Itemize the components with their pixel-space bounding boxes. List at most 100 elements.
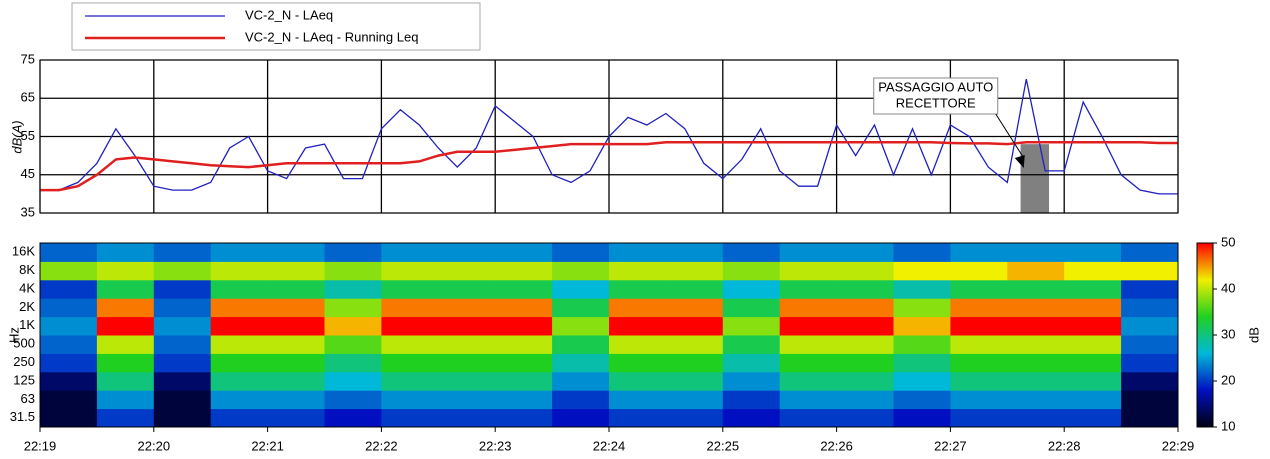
heatmap-cell: [665, 298, 724, 318]
y-tick-label: 2K: [19, 299, 35, 314]
heatmap-cell: [267, 316, 325, 336]
heatmap-cell: [153, 390, 212, 410]
heatmap-cell: [96, 316, 155, 336]
heatmap-cell: [210, 335, 269, 354]
heatmap-cell: [1007, 408, 1065, 428]
heatmap-cell: [1121, 335, 1179, 354]
heatmap-cell: [267, 261, 325, 281]
y-tick-label: 55: [21, 128, 35, 143]
heatmap-cell: [893, 371, 951, 391]
x-tick-label: 22:21: [251, 438, 284, 453]
heatmap-cell: [950, 298, 1008, 318]
heatmap-cell: [1121, 316, 1179, 336]
heatmap-cell: [665, 353, 724, 373]
heatmap-cell: [495, 243, 553, 262]
heatmap-cell: [950, 335, 1008, 354]
y-tick-label: 45: [21, 166, 35, 181]
heatmap-cell: [210, 408, 269, 428]
heatmap-cell: [495, 298, 553, 318]
heatmap-cell: [381, 279, 439, 299]
heatmap-cell: [267, 371, 325, 391]
heatmap-cell: [96, 335, 155, 354]
heatmap-cell: [722, 390, 781, 410]
heatmap-cell: [1121, 408, 1179, 428]
heatmap-cell: [40, 261, 98, 281]
y-tick-label: 63: [21, 391, 35, 406]
heatmap-cell: [665, 371, 724, 391]
heatmap-cell: [836, 371, 894, 391]
annotation-box: [873, 77, 999, 115]
heatmap-cell: [779, 353, 838, 373]
heatmap-cell: [153, 371, 212, 391]
heatmap-cell: [324, 371, 382, 391]
heatmap-cell: [722, 279, 781, 299]
heatmap-cell: [210, 371, 269, 391]
heatmap-cell: [950, 261, 1008, 281]
heatmap-cell: [381, 353, 439, 373]
heatmap-cell: [893, 335, 951, 354]
heatmap-cell: [1064, 408, 1122, 428]
heatmap-cell: [950, 316, 1008, 336]
heatmap-cell: [381, 335, 439, 354]
heatmap-cell: [324, 298, 382, 318]
heatmap-cell: [210, 353, 269, 373]
heatmap-cell: [438, 390, 496, 410]
heatmap-cell: [665, 243, 724, 262]
heatmap-cell: [552, 335, 610, 354]
legend-label: VC-2_N - LAeq: [245, 7, 333, 22]
heatmap-cell: [609, 335, 667, 354]
heatmap-cell: [779, 279, 838, 299]
x-tick-label: 22:19: [24, 438, 57, 453]
heatmap-cell: [1064, 335, 1122, 354]
heatmap-cell: [96, 243, 155, 262]
plot-frame: [39, 242, 1179, 428]
heatmap-cell: [1121, 371, 1179, 391]
heatmap-cell: [665, 279, 724, 299]
heatmap-cell: [893, 408, 951, 428]
heatmap-cell: [552, 243, 610, 262]
heatmap-cell: [324, 335, 382, 354]
heatmap-cell: [381, 243, 439, 262]
heatmap-cell: [324, 243, 382, 262]
heatmap-cell: [552, 279, 610, 299]
heatmap-cell: [210, 279, 269, 299]
y-tick-label: 500: [13, 336, 35, 351]
annotation-arrowhead: [1014, 155, 1025, 168]
heatmap-cell: [495, 279, 553, 299]
annotation-text: PASSAGGIO AUTO: [878, 79, 993, 94]
heatmap-cell: [722, 408, 781, 428]
heatmap-cell: [836, 408, 894, 428]
y-tick-label: 65: [21, 90, 35, 105]
plot-frame: [39, 59, 1179, 214]
heatmap-cell: [40, 316, 98, 336]
heatmap-cell: [779, 390, 838, 410]
heatmap-cell: [96, 279, 155, 299]
heatmap-cell: [609, 261, 667, 281]
heatmap-cell: [438, 335, 496, 354]
heatmap-cell: [324, 279, 382, 299]
heatmap-cell: [609, 371, 667, 391]
heatmap-cell: [836, 243, 894, 262]
heatmap-cell: [836, 390, 894, 410]
heatmap-cell: [438, 279, 496, 299]
heatmap-cell: [779, 335, 838, 354]
heatmap-cell: [1007, 243, 1065, 262]
heatmap-cell: [210, 261, 269, 281]
heatmap-cell: [1121, 243, 1179, 262]
heatmap-cell: [893, 279, 951, 299]
heatmap-cell: [40, 390, 98, 410]
heatmap-cell: [1007, 335, 1065, 354]
heatmap-cell: [153, 261, 212, 281]
legend-box: [71, 2, 481, 51]
heatmap-cell: [1064, 261, 1122, 281]
heatmap-cell: [267, 243, 325, 262]
heatmap-cell: [210, 390, 269, 410]
heatmap-cell: [153, 408, 212, 428]
heatmap-cell: [552, 316, 610, 336]
y-axis-label: dB(A): [9, 120, 24, 153]
heatmap-cell: [1007, 279, 1065, 299]
heatmap-cell: [722, 261, 781, 281]
heatmap-cell: [381, 298, 439, 318]
heatmap-cell: [836, 261, 894, 281]
heatmap-cell: [1064, 371, 1122, 391]
